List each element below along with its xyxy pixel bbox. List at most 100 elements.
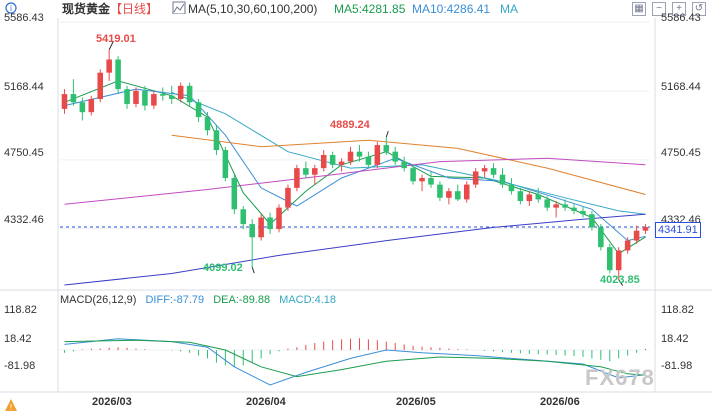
annotation-high-2: 4889.24 <box>330 119 370 131</box>
grid-icon[interactable]: ▦ <box>632 2 646 16</box>
price-axis-right-3: 4750.45 <box>661 147 701 159</box>
macd-axis-right-3: -81.98 <box>661 360 693 372</box>
candle-body <box>472 171 479 185</box>
candle-body <box>338 161 345 165</box>
candle-body <box>177 85 184 100</box>
watermark-logo: FX678 <box>585 365 655 390</box>
ma-params: MA(5,10,30,60,100,200) <box>188 2 318 16</box>
candle-body <box>526 194 533 202</box>
candle-body <box>508 184 515 192</box>
candle-body <box>267 217 273 230</box>
candle-body <box>294 168 300 188</box>
candle-body <box>553 204 559 208</box>
candle-body <box>562 204 568 208</box>
macd-header: MACD(26,12,9) DIFF:-87.79 DEA:-89.88 MAC… <box>60 293 342 307</box>
svg-text:i: i <box>10 4 12 13</box>
candle-body <box>133 90 139 104</box>
candle-body <box>320 154 327 169</box>
x-label-3: 2026/05 <box>396 396 436 408</box>
candle-body <box>392 151 398 162</box>
macd-value: MACD:4.18 <box>279 294 337 306</box>
annotation-high-1: 5419.01 <box>96 33 136 45</box>
candle-body <box>356 151 363 157</box>
candle-body <box>160 94 166 96</box>
candle-body <box>329 154 336 165</box>
candle-body <box>151 94 157 106</box>
candle-body <box>481 168 488 172</box>
warning-icon: ! <box>4 398 18 417</box>
reset-icon[interactable]: ↺ <box>692 2 706 16</box>
candle-body <box>642 227 649 231</box>
candle-body <box>410 168 416 182</box>
macd-dea-line <box>64 339 646 378</box>
candle-body <box>195 102 202 118</box>
x-label-2: 2026/04 <box>246 396 286 408</box>
ma-line-ma30 <box>171 91 646 215</box>
candle-body <box>285 187 291 208</box>
ma-line-ma5 <box>64 80 646 255</box>
ma-line-ma60 <box>171 134 646 195</box>
candle-body <box>88 99 95 113</box>
candle-body <box>61 94 68 109</box>
ma-line-ma10 <box>64 88 646 242</box>
macd-dif: DIFF:-87.79 <box>145 294 205 306</box>
candle-body <box>276 207 282 230</box>
candle-body <box>70 94 77 103</box>
period-selector[interactable]: 【日线】 <box>110 2 159 16</box>
zoom-out-icon[interactable]: − <box>652 2 666 16</box>
annotation-low-1: 4099.02 <box>203 262 243 274</box>
ma-line-ma200 <box>64 213 646 286</box>
candle-body <box>428 178 434 185</box>
candle-body <box>463 184 470 200</box>
macd-label: MACD(26,12,9) <box>60 294 137 306</box>
candle-body <box>419 178 425 182</box>
candle-body <box>312 168 318 175</box>
candle-body <box>589 214 595 228</box>
candle-body <box>106 59 112 73</box>
candle-body <box>249 224 255 238</box>
info-icon[interactable]: i <box>4 0 18 19</box>
candle-body <box>446 191 452 198</box>
ma10-value: MA10:4286.41 <box>412 2 491 16</box>
chart-header: i 现货黄金 【日线】 MA(5,10,30,60,100,200) MA5:4… <box>0 0 712 18</box>
candle-body <box>240 209 247 225</box>
candle-body <box>615 250 622 271</box>
zoom-in-icon[interactable]: + <box>672 2 686 16</box>
symbol-title: 现货黄金 <box>62 2 111 16</box>
ma5-value: MA5:4281.85 <box>334 2 406 16</box>
macd-axis-left-1: 118.82 <box>4 304 37 316</box>
candle-body <box>455 191 461 200</box>
candle-body <box>633 230 640 241</box>
toolbar: ▦ − + ↺ <box>632 2 706 16</box>
candle-body <box>231 178 238 210</box>
current-price-tag: 4341.91 <box>655 222 701 238</box>
candle-body <box>374 145 381 165</box>
macd-axis-right-2: 18.42 <box>661 333 689 345</box>
candle-body <box>142 90 148 106</box>
candle-body <box>490 168 497 175</box>
candle-body <box>124 89 130 104</box>
candle-body <box>535 194 542 200</box>
candle-body <box>383 145 390 152</box>
candle-body <box>115 59 121 90</box>
annotation-low-2: 4023.85 <box>600 274 640 286</box>
macd-axis-left-3: -81.98 <box>4 360 36 372</box>
candle-body <box>303 168 309 175</box>
ma-line-ma100 <box>64 157 646 205</box>
candle-body <box>213 130 220 151</box>
pointer-low-1 <box>251 266 255 274</box>
price-axis-left-2: 5168.44 <box>4 81 44 93</box>
candle-body <box>79 102 86 113</box>
price-axis-left-4: 4332.46 <box>4 214 44 226</box>
candle-body <box>258 217 264 238</box>
candle-body <box>571 207 577 211</box>
candle-body <box>544 199 550 208</box>
macd-axis-left-2: 18.42 <box>4 333 32 345</box>
candle-body <box>204 117 211 131</box>
x-label-4: 2026/06 <box>540 396 580 408</box>
macd-axis-right-1: 118.82 <box>661 304 694 316</box>
ma-settings-icon[interactable] <box>172 0 186 19</box>
price-axis-left-3: 4750.45 <box>4 147 44 159</box>
price-axis-right-2: 5168.44 <box>661 81 701 93</box>
